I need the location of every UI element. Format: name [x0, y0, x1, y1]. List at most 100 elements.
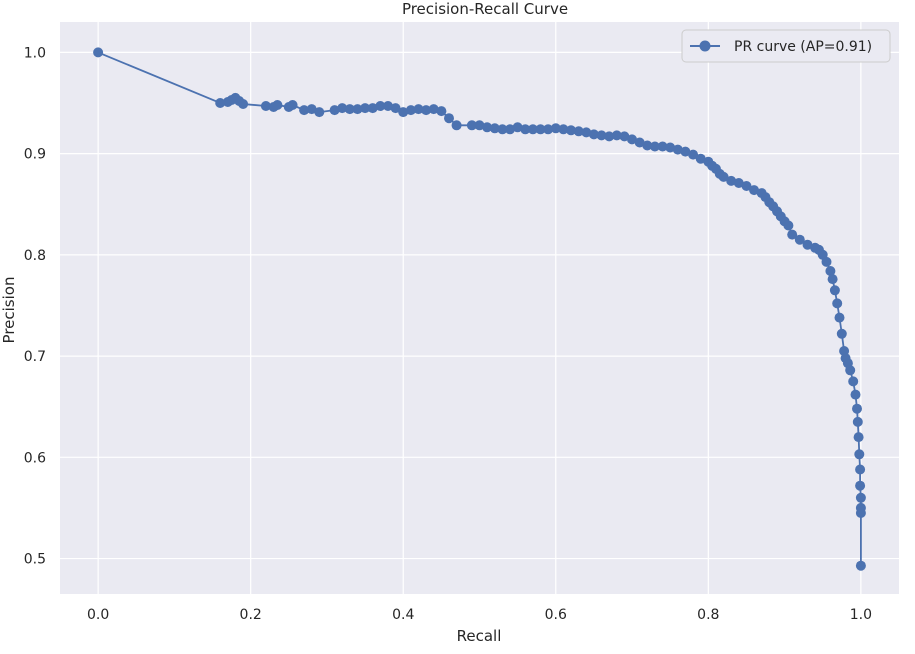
data-point	[794, 234, 805, 245]
data-point	[287, 100, 298, 110]
data-point	[834, 312, 845, 323]
y-tick-label: 1.0	[24, 45, 46, 61]
data-point	[855, 480, 866, 491]
data-point	[657, 141, 668, 152]
data-point	[535, 124, 546, 135]
data-point	[672, 144, 683, 155]
data-point	[604, 131, 615, 142]
data-point	[787, 229, 798, 240]
y-axis-label: Precision	[0, 277, 18, 344]
data-point	[474, 120, 485, 131]
data-point	[627, 134, 637, 145]
grid	[60, 22, 899, 594]
data-point	[299, 105, 310, 116]
data-point	[482, 122, 493, 133]
data-point	[611, 130, 622, 141]
data-point	[527, 124, 538, 135]
data-point	[367, 103, 378, 114]
data-point	[272, 100, 283, 110]
legend-marker-swatch	[699, 40, 711, 52]
data-point	[680, 146, 691, 157]
data-point	[215, 98, 226, 108]
data-point	[383, 101, 393, 111]
data-point	[428, 104, 439, 115]
data-point	[845, 365, 856, 376]
data-point	[413, 104, 424, 115]
data-point	[314, 107, 325, 118]
data-point	[505, 124, 515, 135]
y-tick-label: 0.9	[24, 147, 46, 163]
data-point	[596, 130, 607, 141]
data-point	[853, 432, 864, 443]
data-point	[344, 104, 355, 115]
data-point	[827, 274, 838, 285]
x-tick-label: 0.8	[697, 607, 719, 623]
data-point	[566, 125, 576, 136]
data-point	[848, 376, 859, 387]
data-point	[852, 403, 862, 414]
data-point	[390, 103, 401, 114]
data-point	[512, 122, 523, 133]
legend: PR curve (AP=0.91)	[681, 29, 891, 63]
x-tick-label: 0.4	[392, 607, 414, 623]
data-point	[588, 129, 599, 140]
x-tick-label: 0.2	[240, 607, 262, 623]
x-tick-label: 1.0	[850, 607, 872, 623]
data-point	[489, 123, 500, 134]
data-point	[832, 298, 843, 309]
data-point	[854, 449, 865, 460]
data-point	[855, 508, 866, 518]
data-point	[825, 266, 836, 276]
y-tick-label: 0.5	[24, 552, 46, 568]
data-point	[238, 99, 249, 109]
data-point	[802, 239, 813, 250]
legend-box	[681, 29, 891, 63]
y-tick-label: 0.6	[24, 450, 46, 466]
data-point	[337, 103, 348, 114]
x-tick-label: 0.6	[545, 607, 567, 623]
data-point	[93, 47, 104, 58]
data-point	[573, 126, 584, 137]
data-point	[398, 107, 409, 118]
data-point	[558, 124, 569, 135]
data-point	[360, 103, 371, 114]
data-point	[634, 137, 645, 148]
data-point	[726, 175, 737, 186]
x-tick-label: 0.0	[87, 607, 109, 623]
data-point	[260, 101, 271, 111]
data-point	[688, 149, 699, 160]
data-point	[855, 560, 866, 571]
data-point	[581, 127, 592, 138]
data-point	[466, 120, 477, 131]
data-point	[451, 120, 462, 131]
data-point	[749, 185, 760, 196]
data-point	[733, 178, 744, 188]
x-axis-label: Recall	[457, 627, 502, 645]
data-point	[375, 101, 386, 111]
data-point	[550, 123, 561, 134]
series-layer	[93, 47, 866, 571]
data-point	[821, 256, 832, 267]
data-point	[829, 285, 840, 296]
data-point	[619, 131, 630, 142]
data-point	[497, 124, 508, 135]
data-point	[741, 181, 752, 191]
data-point	[665, 142, 676, 153]
data-point	[436, 106, 447, 117]
data-point	[783, 220, 794, 231]
data-point	[850, 389, 861, 400]
y-tick-label: 0.7	[24, 349, 46, 365]
data-point	[642, 140, 653, 151]
plot-background	[60, 22, 899, 594]
data-point	[543, 124, 554, 135]
data-point	[855, 492, 866, 503]
data-point	[421, 105, 432, 116]
data-point	[306, 104, 317, 115]
data-point	[329, 105, 340, 116]
chart-title: Precision-Recall Curve	[402, 0, 568, 18]
data-point	[718, 171, 729, 182]
data-point	[405, 105, 416, 116]
data-point	[836, 328, 847, 339]
data-point	[649, 141, 660, 152]
